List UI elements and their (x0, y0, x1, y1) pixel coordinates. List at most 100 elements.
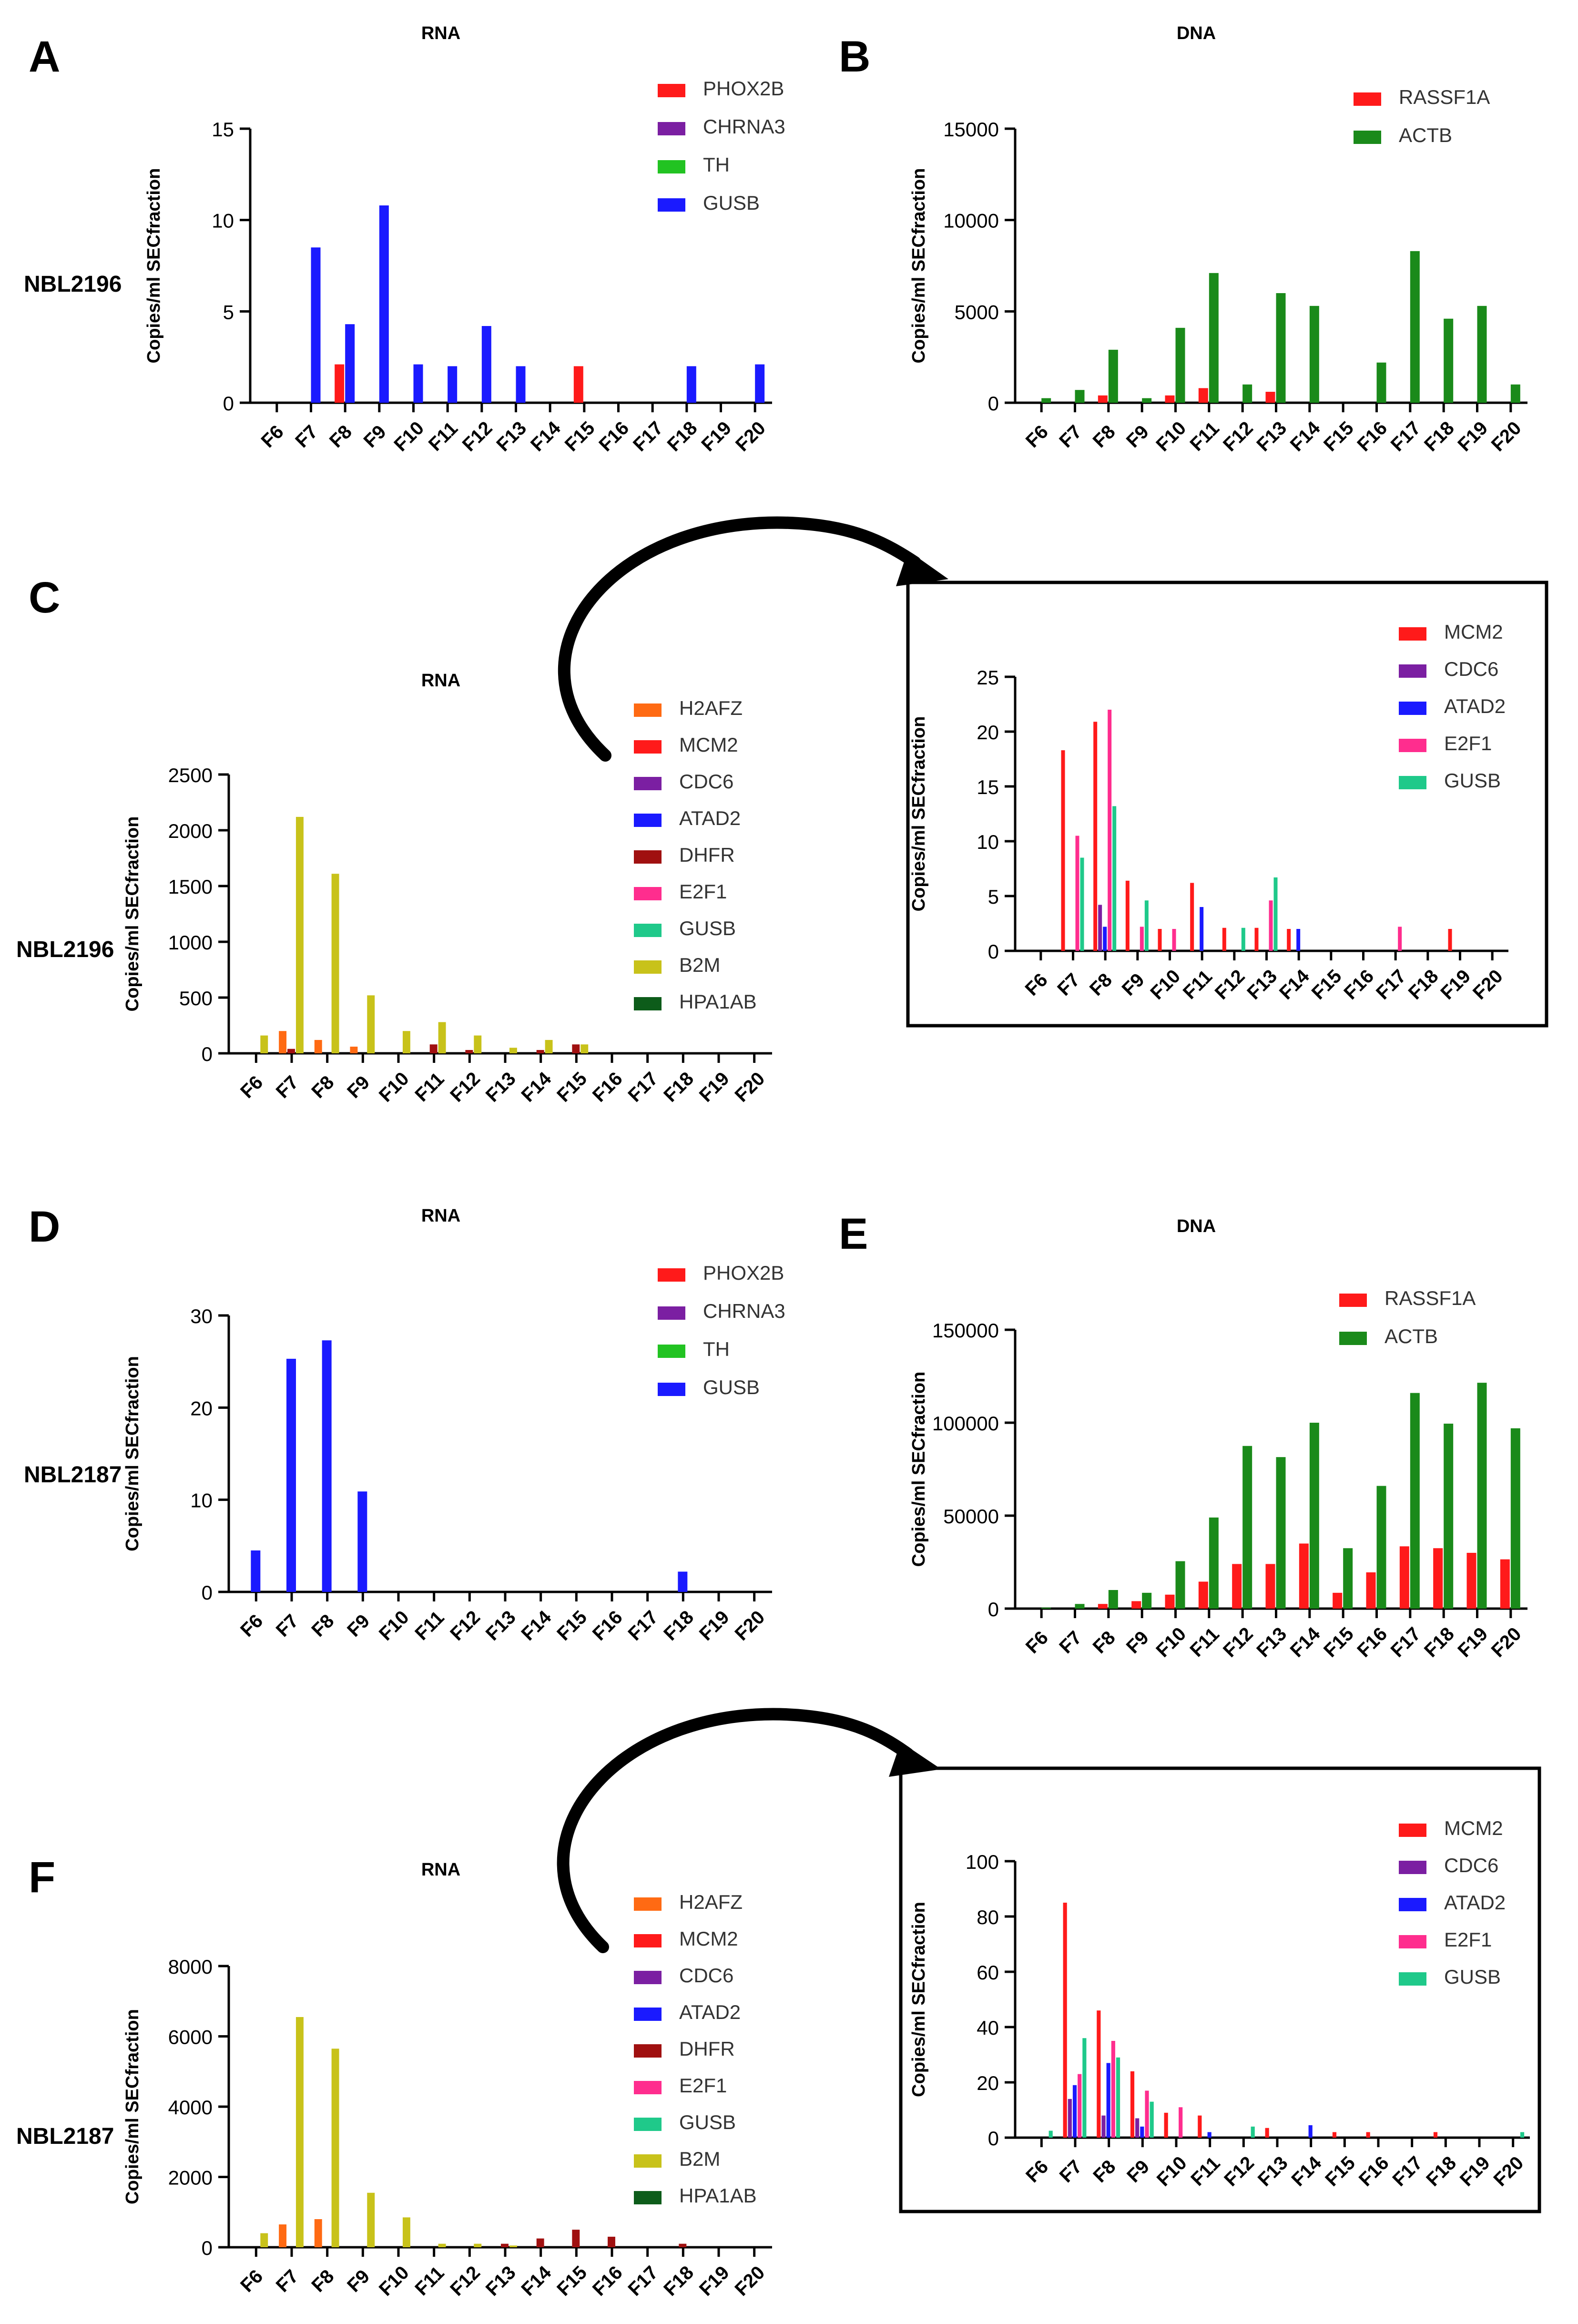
y-tick-label: 0 (988, 392, 999, 415)
x-tick-label: F20 (731, 1607, 769, 1645)
legend-label-gusb: GUSB (679, 2111, 736, 2133)
x-tick-label: F17 (624, 2262, 662, 2300)
x-tick-label: F15 (553, 2262, 591, 2300)
bar-rassf1a-f9 (1131, 1601, 1141, 1609)
legend-label-e2f1: E2F1 (679, 880, 727, 903)
legend-swatch-phox2b (658, 84, 685, 97)
x-tick-label: F19 (697, 418, 735, 456)
y-tick-label: 20 (190, 1397, 213, 1419)
legend-label-cdc6: CDC6 (679, 1964, 733, 1987)
legend-label-th: TH (703, 153, 730, 176)
row-label-nbl2187-d: NBL2187 (24, 1462, 122, 1488)
x-tick-label: F12 (1219, 1623, 1257, 1661)
legend-label-h2afz: H2AFZ (679, 1891, 743, 1913)
legend-swatch-h2afz (634, 703, 662, 717)
x-tick-label: F16 (589, 2262, 627, 2300)
legend-swatch-gusb (634, 924, 662, 937)
legend-swatch-b2m (634, 960, 662, 974)
legend-swatch-e2f1 (634, 887, 662, 900)
bar-phox2b-f15 (573, 366, 583, 403)
legend-swatch-atad2 (1399, 702, 1426, 715)
bar-actb-f11 (1209, 1517, 1219, 1609)
y-tick-label: 500 (179, 987, 213, 1009)
panel-letter-d: D (29, 1203, 60, 1251)
x-tick-label: F18 (1405, 966, 1443, 1004)
bar-atad2-f14 (1296, 929, 1301, 951)
bar-h2afz-f8 (314, 1040, 322, 1053)
x-tick-label: F13 (1252, 1623, 1291, 1661)
x-tick-label: F12 (458, 418, 497, 456)
legend-label-chrna3: CHRNA3 (703, 115, 785, 138)
legend-swatch-chrna3 (658, 122, 685, 135)
legend-swatch-rassf1a (1339, 1294, 1367, 1307)
bar-e2f1-f10 (1179, 2107, 1183, 2138)
bar-rassf1a-f14 (1299, 1543, 1309, 1609)
bar-rassf1a-f15 (1333, 1592, 1343, 1609)
x-tick-label: F8 (326, 421, 356, 452)
bar-rassf1a-f11 (1198, 388, 1208, 403)
legend-swatch-hpa1ab (634, 2191, 662, 2204)
chart-e: DNA 0 50000 100000 150000 Copies/ml SECfracti… (909, 1216, 1527, 1661)
legend-swatch-chrna3 (658, 1306, 685, 1320)
bar-actb-f6 (1041, 1608, 1051, 1609)
bar-actb-f17 (1410, 251, 1420, 403)
bar-mcm2-f9 (1130, 2071, 1135, 2138)
y-tick-label: 1000 (168, 931, 213, 954)
x-tick-label: F11 (1187, 2153, 1224, 2190)
legend-label-rassf1a: RASSF1A (1385, 1287, 1476, 1309)
legend-swatch-th (658, 1345, 685, 1358)
x-tick-label: F6 (236, 1610, 267, 1641)
y-tick-label: 4000 (168, 2096, 213, 2119)
x-tick-label: F14 (1286, 417, 1324, 455)
x-tick-label: F7 (1055, 421, 1086, 452)
bar-cdc6-f8 (1098, 905, 1102, 951)
legend-swatch-gusb (634, 2118, 662, 2131)
legend-swatch-atad2 (634, 2008, 662, 2021)
x-tick-label: F15 (1308, 966, 1346, 1004)
legend-label-b2m: B2M (679, 2148, 720, 2170)
bar-mcm2-f9 (1125, 880, 1130, 951)
y-tick-label: 8000 (168, 1956, 213, 1978)
x-tick-label: F12 (446, 1068, 484, 1106)
bar-dhfr-f14 (536, 2238, 544, 2247)
bar-dhfr-f11 (429, 1044, 438, 1053)
x-tick-label: F10 (375, 2262, 413, 2300)
bar-actb-f16 (1376, 1486, 1386, 1609)
curved-arrow-c (558, 516, 921, 762)
x-tick-label: F14 (518, 2262, 556, 2300)
bar-actb-f8 (1108, 349, 1118, 403)
x-tick-label: F18 (660, 1607, 698, 1645)
bar-actb-f14 (1309, 1423, 1319, 1609)
bar-e2f1-f9 (1140, 927, 1144, 951)
legend-label-cdc6: CDC6 (1444, 1854, 1498, 1876)
bar-actb-f13 (1276, 293, 1286, 403)
bar-mcm2-f8 (1093, 722, 1098, 951)
x-tick-label: F7 (272, 1610, 303, 1641)
bar-h2afz-f8 (314, 2219, 322, 2247)
y-axis-label: Copies/ml SECfraction (909, 1372, 929, 1567)
y-tick-label: 5 (988, 886, 999, 908)
x-tick-label: F16 (1353, 418, 1391, 456)
bar-mcm2-f10 (1164, 2112, 1168, 2138)
legend-label-mcm2: MCM2 (1444, 1817, 1503, 1839)
x-tick-label: F19 (695, 2262, 733, 2300)
x-tick-label: F7 (1056, 2156, 1086, 2187)
bar-mcm2-f8 (1097, 2010, 1101, 2138)
chart-title: RNA (421, 671, 460, 691)
y-tick-label: 20 (977, 2072, 999, 2094)
x-tick-label: F14 (518, 1606, 556, 1644)
bar-b2m-f8 (331, 2049, 339, 2247)
y-tick-label: 0 (202, 2237, 213, 2259)
x-tick-label: F20 (732, 418, 770, 456)
bar-gusb-f9 (1144, 900, 1149, 951)
inset-box-f (899, 1766, 1541, 2213)
legend-label-h2afz: H2AFZ (679, 697, 743, 719)
bar-gusb-f8 (345, 324, 355, 403)
bar-atad2-f8 (1103, 927, 1107, 951)
x-tick-label: F15 (1321, 2152, 1359, 2191)
x-tick-label: F17 (629, 418, 667, 456)
x-tick-label: F6 (236, 2266, 267, 2296)
x-tick-label: F17 (624, 1607, 662, 1645)
